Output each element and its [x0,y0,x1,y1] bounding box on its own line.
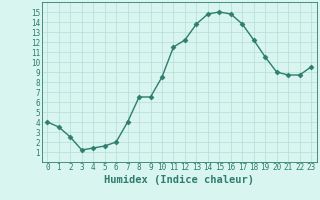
X-axis label: Humidex (Indice chaleur): Humidex (Indice chaleur) [104,175,254,185]
